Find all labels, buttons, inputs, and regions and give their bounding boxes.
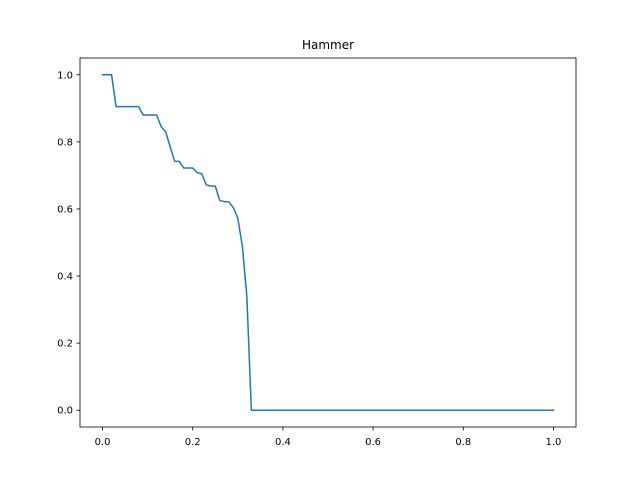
x-tick-label: 1.0 <box>546 437 562 448</box>
series-line <box>101 74 555 411</box>
x-tick-label: 0.4 <box>275 437 291 448</box>
y-tick-label: 1.0 <box>57 70 73 81</box>
plot-frame <box>79 57 577 428</box>
x-tick-label: 0.8 <box>455 437 471 448</box>
y-axis-ticks: 0.0 0.2 0.4 0.6 0.8 1.0 <box>57 70 80 417</box>
chart-title: Hammer <box>302 38 354 52</box>
x-tick-label: 0.0 <box>95 437 111 448</box>
x-axis-ticks: 0.0 0.2 0.4 0.6 0.8 1.0 <box>95 427 562 448</box>
y-tick-label: 0.0 <box>57 406 73 417</box>
y-tick-label: 0.6 <box>57 204 73 215</box>
x-tick-label: 0.2 <box>185 437 201 448</box>
y-tick-label: 0.8 <box>57 137 73 148</box>
y-tick-label: 0.2 <box>57 339 73 350</box>
y-tick-label: 0.4 <box>57 272 73 283</box>
x-tick-label: 0.6 <box>365 437 381 448</box>
